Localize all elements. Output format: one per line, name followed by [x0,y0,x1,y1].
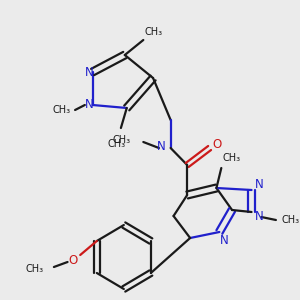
Text: N: N [220,233,229,247]
Text: CH₃: CH₃ [25,264,44,274]
Text: N: N [255,211,264,224]
Text: N: N [157,140,165,152]
Text: N: N [255,178,264,191]
Text: O: O [213,139,222,152]
Text: CH₃: CH₃ [281,215,300,225]
Text: CH₃: CH₃ [108,139,126,149]
Text: O: O [69,254,78,268]
Text: CH₃: CH₃ [113,135,131,145]
Text: CH₃: CH₃ [144,27,162,37]
Text: CH₃: CH₃ [222,153,240,163]
Text: CH₃: CH₃ [52,105,70,115]
Text: N: N [85,98,94,112]
Text: N: N [85,65,94,79]
